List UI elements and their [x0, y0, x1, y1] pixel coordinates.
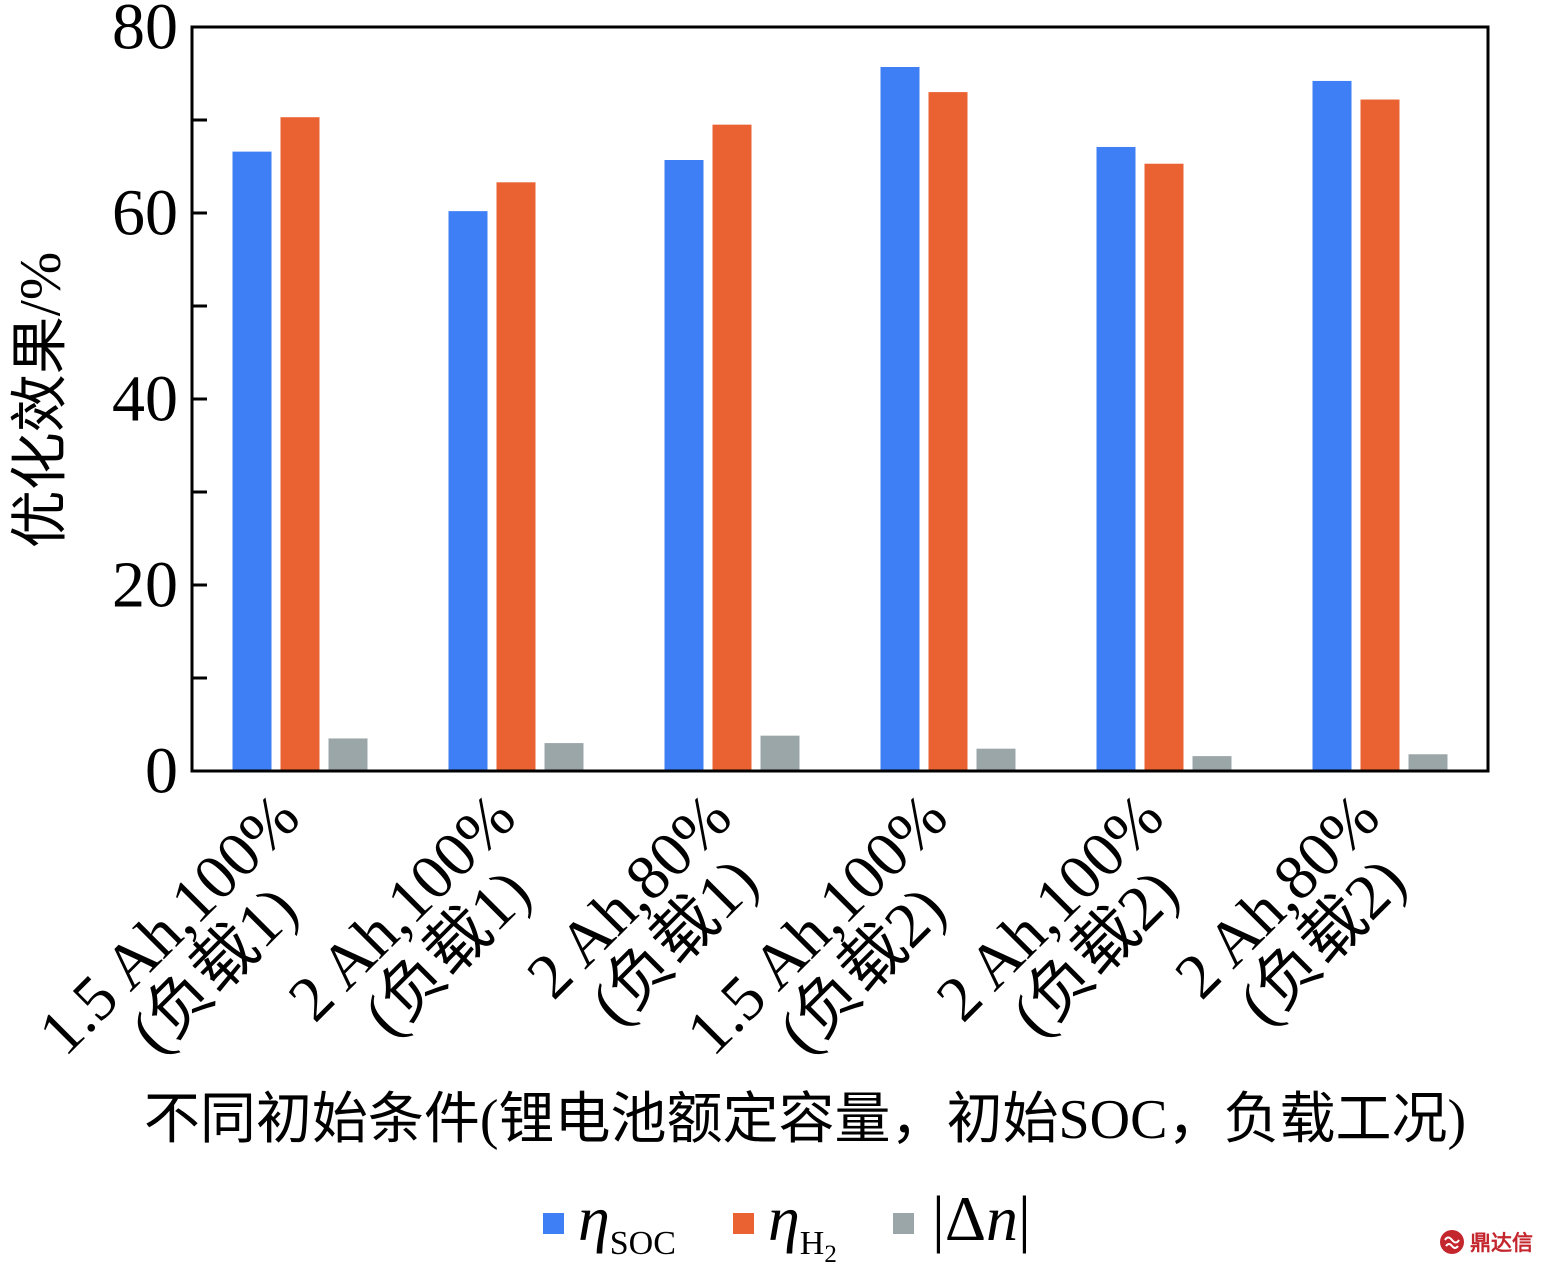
bar-series1-category5 — [1096, 146, 1136, 772]
bar-series3-category2 — [544, 743, 584, 771]
bars-layer — [232, 66, 1448, 772]
legend-subscript: H — [800, 1225, 825, 1262]
bar-series2-category5 — [1144, 163, 1184, 771]
bar-series1-category6 — [1312, 80, 1352, 771]
bar-series1-category3 — [664, 159, 704, 772]
bar-series2-category3 — [712, 124, 752, 771]
legend-swatch-3 — [893, 1213, 914, 1234]
watermark: 鼎达信 — [1440, 1230, 1533, 1255]
bar-series1-category1 — [232, 151, 272, 771]
bar-series3-category1 — [328, 738, 368, 771]
y-tick-label: 60 — [112, 177, 178, 250]
legend-label-3: |Δn| — [932, 1183, 1031, 1254]
bar-series2-category4 — [928, 92, 968, 772]
y-tick-label: 20 — [112, 549, 178, 622]
legend-sub-subscript: 2 — [824, 1241, 837, 1265]
legend-swatch-1 — [543, 1213, 564, 1234]
bar-series3-category6 — [1408, 754, 1448, 771]
watermark-logo-icon — [1440, 1230, 1464, 1254]
bar-series1-category4 — [880, 66, 920, 772]
y-tick-label: 0 — [145, 735, 178, 808]
bar-series2-category1 — [280, 117, 320, 771]
watermark-logo-mark — [1444, 1236, 1460, 1249]
y-tick-label: 80 — [112, 0, 178, 64]
y-axis: 0 20 40 60 80 — [112, 0, 207, 808]
bar-series1-category2 — [448, 211, 488, 771]
legend-subscript: SOC — [610, 1225, 676, 1262]
bar-series2-category2 — [496, 182, 536, 771]
bar-series2-category6 — [1360, 99, 1400, 772]
x-axis-title: 不同初始条件(锂电池额定容量，初始SOC，负载工况) — [144, 1089, 1466, 1151]
bar-series3-category4 — [976, 748, 1016, 771]
y-tick-label: 40 — [112, 363, 178, 436]
bar-series3-category5 — [1192, 756, 1232, 771]
legend-swatch-2 — [733, 1213, 754, 1234]
legend-symbol: η — [768, 1183, 800, 1254]
legend: ηSOC ηH2|Δn| — [543, 1183, 1031, 1265]
legend-symbol: η — [578, 1183, 610, 1254]
bar-series3-category3 — [760, 735, 800, 771]
watermark-text: 鼎达信 — [1470, 1231, 1533, 1255]
y-axis-title: 优化效果/% — [8, 252, 73, 548]
legend-label-1: ηSOC — [578, 1183, 676, 1262]
legend-label-2: ηH2 — [768, 1183, 837, 1265]
legend-symbol: |Δn| — [932, 1183, 1031, 1254]
